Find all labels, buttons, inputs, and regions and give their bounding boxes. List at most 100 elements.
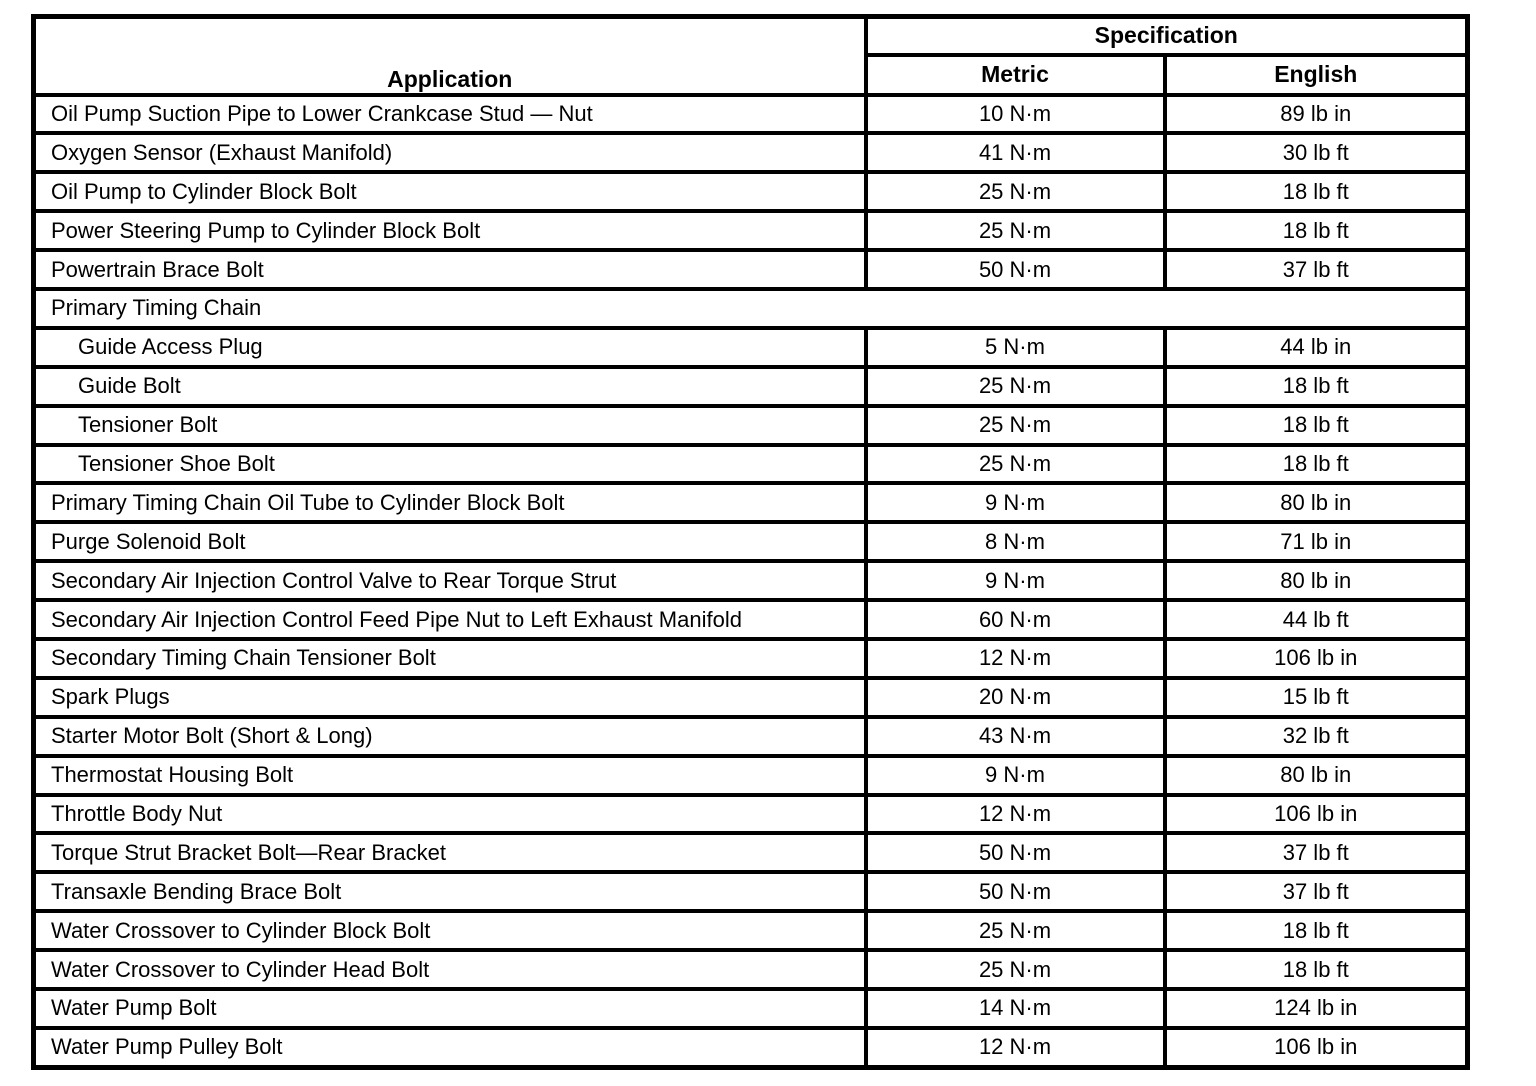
table-row: Secondary Timing Chain Tensioner Bolt 12 …: [31, 636, 1470, 680]
metric-value-cell: 14 N·m: [863, 986, 1167, 1030]
table-row: Primary Timing Chain: [31, 286, 1470, 330]
table-row: Powertrain Brace Bolt 50 N·m 37 lb ft: [31, 248, 1470, 291]
application-cell: Oil Pump Suction Pipe to Lower Crankcase…: [31, 92, 868, 136]
table-row: Tensioner Shoe Bolt 25 N·m 18 lb ft: [31, 442, 1470, 486]
application-cell: Transaxle Bending Brace Bolt: [31, 870, 868, 914]
english-value-cell: 18 lb ft: [1162, 948, 1470, 991]
english-value-cell: 18 lb ft: [1162, 909, 1470, 953]
table-row: Throttle Body Nut 12 N·m 106 lb in: [31, 792, 1470, 836]
table-row: Oxygen Sensor (Exhaust Manifold) 41 N·m 30…: [31, 131, 1470, 175]
english-value-cell: 37 lb ft: [1162, 831, 1470, 875]
application-cell: Secondary Timing Chain Tensioner Bolt: [31, 636, 868, 680]
english-value-cell: 80 lb in: [1162, 481, 1470, 525]
metric-value-cell: 50 N·m: [863, 248, 1167, 291]
metric-value-cell: 12 N·m: [863, 792, 1167, 836]
metric-value-cell: 25 N·m: [863, 909, 1167, 953]
english-value-cell: 106 lb in: [1162, 636, 1470, 680]
table-row: Secondary Air Injection Control Valve to…: [31, 559, 1470, 603]
english-value-cell: 18 lb ft: [1162, 364, 1470, 408]
metric-value-cell: 60 N·m: [863, 598, 1167, 641]
english-value-cell: 80 lb in: [1162, 559, 1470, 603]
metric-value-cell: 25 N·m: [863, 170, 1167, 214]
application-cell: Power Steering Pump to Cylinder Block Bo…: [31, 209, 868, 253]
table-row: Secondary Air Injection Control Feed Pip…: [31, 598, 1470, 641]
table-row: Purge Solenoid Bolt 8 N·m 71 lb in: [31, 520, 1470, 564]
metric-value-cell: 10 N·m: [863, 92, 1167, 136]
table-row: Guide Bolt 25 N·m 18 lb ft: [31, 364, 1470, 408]
metric-value-cell: 25 N·m: [863, 364, 1167, 408]
application-cell: Throttle Body Nut: [31, 792, 868, 836]
application-cell: Water Crossover to Cylinder Block Bolt: [31, 909, 868, 953]
table-row: Starter Motor Bolt (Short & Long) 43 N·m 3…: [31, 714, 1470, 758]
application-cell: Water Pump Pulley Bolt: [31, 1025, 868, 1070]
application-cell: Secondary Air Injection Control Valve to…: [31, 559, 868, 603]
application-cell: Oil Pump to Cylinder Block Bolt: [31, 170, 868, 214]
english-value-cell: 30 lb ft: [1162, 131, 1470, 175]
application-section-cell: Primary Timing Chain: [31, 286, 1470, 330]
metric-value-cell: 9 N·m: [863, 481, 1167, 525]
metric-value-cell: 50 N·m: [863, 831, 1167, 875]
header-row-specification: Application Specification: [31, 14, 1470, 97]
english-value-cell: 32 lb ft: [1162, 714, 1470, 758]
table-row: Water Crossover to Cylinder Block Bolt 25…: [31, 909, 1470, 953]
table-row: Water Pump Pulley Bolt 12 N·m 106 lb in: [31, 1025, 1470, 1070]
application-cell: Secondary Air Injection Control Feed Pip…: [31, 598, 868, 641]
english-value-cell: 106 lb in: [1162, 1025, 1470, 1070]
metric-value-cell: 43 N·m: [863, 714, 1167, 758]
column-header-specification: Specification: [863, 14, 1470, 57]
table-row: Tensioner Bolt 25 N·m 18 lb ft: [31, 403, 1470, 447]
metric-value-cell: 12 N·m: [863, 1025, 1167, 1070]
torque-specification-table: Application Specification Metric English…: [31, 14, 1470, 1070]
metric-value-cell: 9 N·m: [863, 753, 1167, 797]
english-value-cell: 15 lb ft: [1162, 675, 1470, 719]
table-row: Transaxle Bending Brace Bolt 50 N·m 37 lb …: [31, 870, 1470, 914]
english-value-cell: 71 lb in: [1162, 520, 1470, 564]
english-value-cell: 106 lb in: [1162, 792, 1470, 836]
metric-value-cell: 25 N·m: [863, 209, 1167, 253]
table-row: Power Steering Pump to Cylinder Block Bo…: [31, 209, 1470, 253]
application-cell: Water Crossover to Cylinder Head Bolt: [31, 948, 868, 991]
metric-value-cell: 25 N·m: [863, 948, 1167, 991]
application-cell: Spark Plugs: [31, 675, 868, 719]
english-value-cell: 37 lb ft: [1162, 870, 1470, 914]
english-value-cell: 18 lb ft: [1162, 442, 1470, 486]
english-value-cell: 124 lb in: [1162, 986, 1470, 1030]
application-cell: Powertrain Brace Bolt: [31, 248, 868, 291]
english-value-cell: 89 lb in: [1162, 92, 1470, 136]
metric-value-cell: 41 N·m: [863, 131, 1167, 175]
application-cell: Tensioner Bolt: [31, 403, 868, 447]
application-cell: Thermostat Housing Bolt: [31, 753, 868, 797]
table-row: Thermostat Housing Bolt 9 N·m 80 lb in: [31, 753, 1470, 797]
header-row-units: Metric English: [34, 52, 1470, 97]
metric-value-cell: 50 N·m: [863, 870, 1167, 914]
table-body: Oil Pump Suction Pipe to Lower Crankcase…: [31, 92, 1470, 1070]
english-value-cell: 18 lb ft: [1162, 209, 1470, 253]
table-row: Water Crossover to Cylinder Head Bolt 25 …: [31, 948, 1470, 991]
column-header-english: English: [1162, 52, 1470, 97]
application-cell: Starter Motor Bolt (Short & Long): [31, 714, 868, 758]
table-row: Primary Timing Chain Oil Tube to Cylinde…: [31, 481, 1470, 525]
application-cell: Torque Strut Bracket Bolt—Rear Bracket: [31, 831, 868, 875]
english-value-cell: 18 lb ft: [1162, 170, 1470, 214]
metric-value-cell: 5 N·m: [863, 325, 1167, 369]
metric-value-cell: 25 N·m: [863, 442, 1167, 486]
table-row: Water Pump Bolt 14 N·m 124 lb in: [31, 986, 1470, 1030]
application-cell: Purge Solenoid Bolt: [31, 520, 868, 564]
english-value-cell: 18 lb ft: [1162, 403, 1470, 447]
english-value-cell: 37 lb ft: [1162, 248, 1470, 291]
table-row: Oil Pump to Cylinder Block Bolt 25 N·m 18 …: [31, 170, 1470, 214]
table-header: Application Specification Metric English: [31, 14, 1470, 97]
english-value-cell: 80 lb in: [1162, 753, 1470, 797]
metric-value-cell: 12 N·m: [863, 636, 1167, 680]
table-row: Torque Strut Bracket Bolt—Rear Bracket 50…: [31, 831, 1470, 875]
table-row: Spark Plugs 20 N·m 15 lb ft: [31, 675, 1470, 719]
table-row: Guide Access Plug 5 N·m 44 lb in: [31, 325, 1470, 369]
application-cell: Oxygen Sensor (Exhaust Manifold): [31, 131, 868, 175]
metric-value-cell: 20 N·m: [863, 675, 1167, 719]
application-cell: Tensioner Shoe Bolt: [31, 442, 868, 486]
table-row: Oil Pump Suction Pipe to Lower Crankcase…: [31, 92, 1470, 136]
metric-value-cell: 25 N·m: [863, 403, 1167, 447]
english-value-cell: 44 lb in: [1162, 325, 1470, 369]
application-cell: Guide Access Plug: [31, 325, 868, 369]
